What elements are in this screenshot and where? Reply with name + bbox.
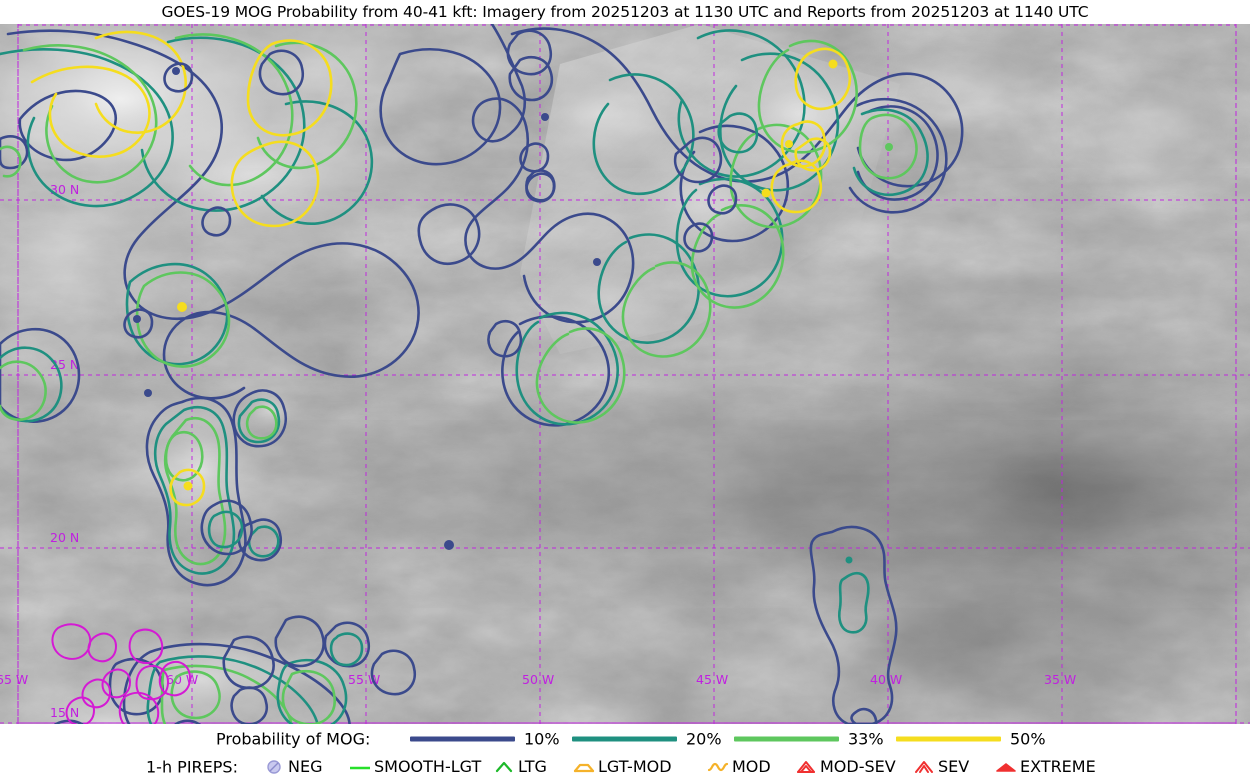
contour-group-central-cell — [144, 389, 454, 587]
pirep-extreme-label: EXTREME — [1020, 757, 1096, 776]
lat-label-20n: 20 N — [50, 530, 79, 545]
legend-item-prob-10[interactable]: 10% — [410, 729, 560, 748]
pirep-sev-label: SEV — [938, 757, 970, 776]
legend-item-prob-50[interactable]: 50% — [896, 729, 1046, 748]
prob-20-line-swatch — [572, 736, 677, 741]
legend-item-prob-20[interactable]: 20% — [572, 729, 722, 748]
pirep-neg-label: NEG — [288, 757, 323, 776]
legend-item-pirep-smooth-lgt[interactable]: SMOOTH-LGT — [348, 757, 481, 777]
map-legend: Probability of MOG: 10% 20% 33% 50% 1-h … — [0, 724, 1250, 782]
page-title: GOES-19 MOG Probability from 40-41 kft: … — [161, 3, 1089, 21]
sev-chevron-icon — [912, 757, 936, 777]
legend-item-pirep-mod[interactable]: MOD — [706, 757, 771, 777]
prob-50-label: 50% — [1010, 729, 1046, 748]
satellite-map[interactable]: 30 N 25 N 20 N 15 N 65 W 60 W 55 W 50 W … — [0, 24, 1250, 724]
prob-10-label: 10% — [524, 729, 560, 748]
pirep-mod-label: MOD — [732, 757, 771, 776]
legend-row-pireps: 1-h PIREPS: NEG SMOOTH-LGT — [0, 752, 1250, 781]
prob-50-line-swatch — [896, 736, 1001, 741]
mog-probability-contours — [0, 24, 964, 724]
lon-label-50w: 50 W — [522, 672, 554, 687]
lat-label-30n: 30 N — [50, 182, 79, 197]
lgt-mod-peak-icon — [572, 757, 596, 777]
prob-33-line-swatch — [734, 736, 839, 741]
legend-pireps-label: 1-h PIREPS: — [146, 757, 238, 776]
legend-item-pirep-mod-sev[interactable]: MOD-SEV — [794, 757, 896, 777]
mod-wave-icon — [706, 757, 730, 777]
lat-label-15n: 15 N — [50, 705, 79, 720]
map-border — [17, 24, 1237, 724]
legend-probability-label: Probability of MOG: — [216, 729, 371, 748]
lon-label-45w: 45 W — [696, 672, 728, 687]
legend-item-pirep-extreme[interactable]: EXTREME — [994, 757, 1096, 777]
contour-group-eastern-cell — [809, 525, 898, 724]
legend-item-pirep-lgt-mod[interactable]: LGT-MOD — [572, 757, 672, 777]
legend-item-pirep-ltg[interactable]: LTG — [492, 757, 547, 777]
neg-circle-slash-icon — [262, 757, 286, 777]
contour-group-scattered-cells — [123, 29, 738, 339]
legend-item-pirep-neg[interactable]: NEG — [262, 757, 322, 777]
prob-20-label: 20% — [686, 729, 722, 748]
extreme-filled-icon — [994, 757, 1018, 777]
legend-item-pirep-sev[interactable]: SEV — [912, 757, 969, 777]
contour-group-northwest — [0, 29, 502, 423]
map-canvas[interactable]: 30 N 25 N 20 N 15 N 65 W 60 W 55 W 50 W … — [0, 24, 1250, 724]
lon-label-40w: 40 W — [870, 672, 902, 687]
lon-label-35w: 35 W — [1044, 672, 1076, 687]
pirep-lgt-mod-label: LGT-MOD — [598, 757, 672, 776]
pirep-smooth-lgt-label: SMOOTH-LGT — [374, 757, 482, 776]
pirep-mod-sev-label: MOD-SEV — [820, 757, 896, 776]
mod-sev-peak-icon — [794, 757, 818, 777]
contour-group-southwest-cluster — [51, 615, 417, 724]
legend-row-probability: Probability of MOG: 10% 20% 33% 50% — [0, 724, 1250, 753]
page-title-bar: GOES-19 MOG Probability from 40-41 kft: … — [0, 0, 1250, 24]
pirep-ltg-label: LTG — [518, 757, 547, 776]
legend-item-prob-33[interactable]: 33% — [734, 729, 884, 748]
prob-33-label: 33% — [848, 729, 884, 748]
smooth-lgt-line-icon — [348, 757, 372, 777]
lon-label-65w: 65 W — [0, 672, 28, 687]
ltg-chevron-icon — [492, 757, 516, 777]
prob-10-line-swatch — [410, 736, 515, 741]
